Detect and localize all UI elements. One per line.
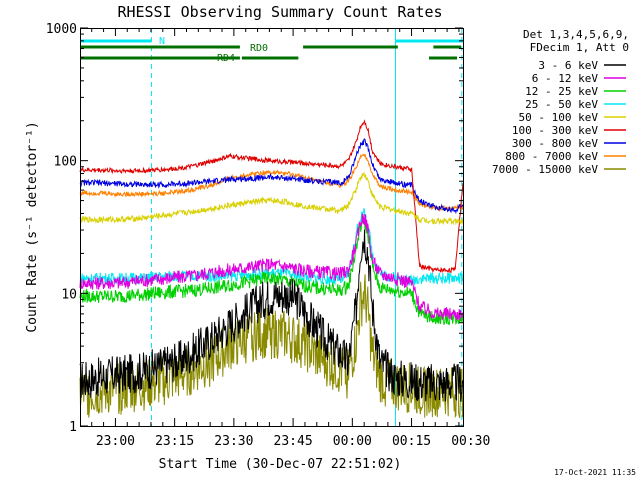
- legend-label-6: 300 - 800 keV: [512, 137, 598, 150]
- series-line-1: [79, 213, 464, 321]
- x-tick-label: 00:00: [333, 434, 372, 449]
- annotation-rd0: RD0: [250, 43, 268, 54]
- annotation-n: N: [159, 36, 165, 47]
- legend-label-2: 12 - 25 keV: [525, 85, 598, 98]
- footer-timestamp: 17-Oct-2021 11:35: [554, 468, 636, 477]
- legend-label-7: 800 - 7000 keV: [505, 150, 598, 163]
- x-axis-label: Start Time (30-Dec-07 22:51:02): [159, 457, 402, 472]
- y-tick-label: 1: [69, 420, 77, 435]
- x-tick-label: 23:45: [274, 434, 313, 449]
- legend-label-3: 25 - 50 keV: [525, 98, 598, 111]
- x-tick-label: 00:15: [392, 434, 431, 449]
- y-tick-label: 1000: [46, 22, 77, 37]
- legend-label-5: 100 - 300 keV: [512, 124, 598, 137]
- x-tick-label: 23:00: [96, 434, 135, 449]
- series-line-8: [79, 274, 464, 419]
- series-line-6: [79, 138, 464, 215]
- x-tick-label: 00:30: [451, 434, 490, 449]
- y-tick-label: 10: [61, 287, 77, 302]
- series-line-0: [79, 229, 464, 402]
- legend-label-4: 50 - 100 keV: [519, 111, 599, 124]
- y-tick-label: 100: [54, 155, 77, 170]
- y-axis-label: Count Rate (s⁻¹ detector⁻¹): [25, 121, 40, 332]
- annotation-rd4: RD4: [217, 53, 235, 64]
- series-line-7: [79, 153, 464, 212]
- x-tick-label: 23:30: [214, 434, 253, 449]
- legend-label-0: 3 - 6 keV: [538, 59, 598, 72]
- x-tick-label: 23:15: [155, 434, 194, 449]
- chart-title: RHESSI Observing Summary Count Rates: [117, 3, 442, 21]
- series-line-2: [79, 216, 464, 326]
- series-line-4: [79, 171, 464, 226]
- series-line-5: [79, 119, 464, 274]
- legend-label-1: 6 - 12 keV: [532, 72, 599, 85]
- legend-header: Det 1,3,4,5,6,9, FDecim 1, Att 0: [523, 28, 629, 54]
- legend-header-line-1: Det 1,3,4,5,6,9,: [523, 28, 629, 41]
- plot-frame: [80, 28, 464, 427]
- legend-label-8: 7000 - 15000 keV: [492, 163, 598, 176]
- legend-header-line-2: FDecim 1, Att 0: [530, 41, 629, 54]
